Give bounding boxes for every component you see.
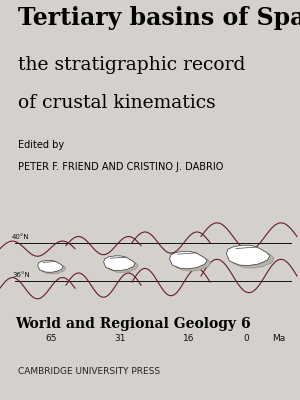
Text: PETER F. FRIEND AND CRISTINO J. DABRIO: PETER F. FRIEND AND CRISTINO J. DABRIO [18, 162, 224, 172]
Polygon shape [103, 256, 135, 270]
Polygon shape [231, 248, 274, 268]
Text: 16: 16 [183, 334, 195, 343]
Text: of crustal kinematics: of crustal kinematics [18, 94, 216, 112]
Text: 65: 65 [45, 334, 57, 343]
Text: 40°N: 40°N [12, 234, 30, 240]
Text: World and Regional Geology 6: World and Regional Geology 6 [15, 317, 250, 331]
Text: the stratigraphic record: the stratigraphic record [18, 56, 245, 74]
Text: Ma: Ma [272, 334, 286, 343]
Text: Tertiary basins of Spain: Tertiary basins of Spain [18, 6, 300, 30]
Text: Edited by: Edited by [18, 140, 64, 150]
Polygon shape [226, 245, 270, 266]
Polygon shape [107, 258, 138, 272]
Text: 36°N: 36°N [12, 272, 30, 278]
Polygon shape [169, 251, 207, 269]
Polygon shape [38, 260, 63, 272]
Polygon shape [173, 254, 211, 271]
Text: 0: 0 [243, 334, 249, 343]
Polygon shape [40, 262, 66, 274]
Text: CAMBRIDGE UNIVERSITY PRESS: CAMBRIDGE UNIVERSITY PRESS [18, 367, 160, 376]
Text: 31: 31 [114, 334, 126, 343]
